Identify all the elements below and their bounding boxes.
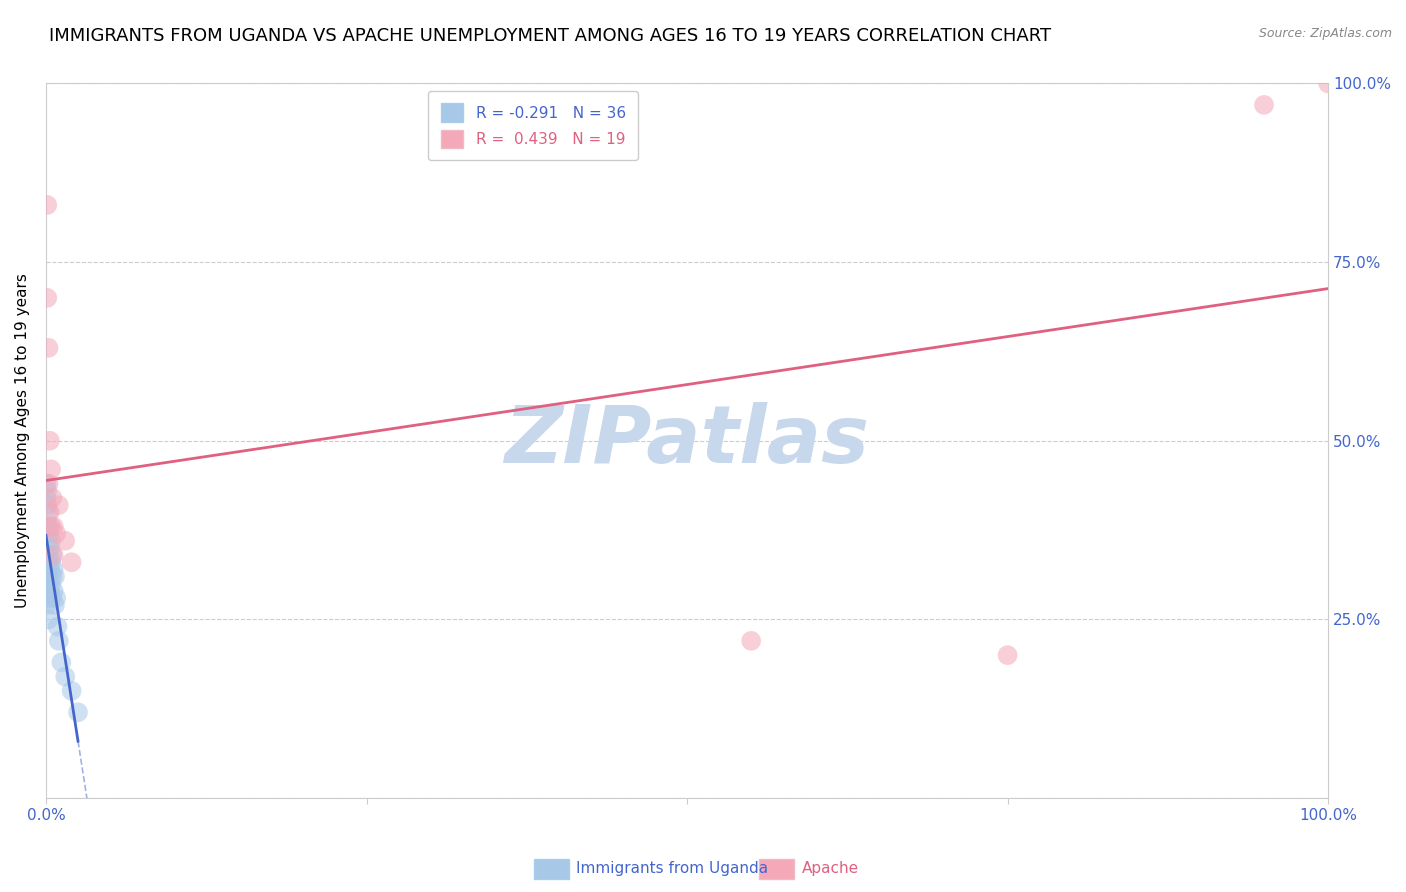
Point xyxy=(38,591,60,605)
Legend: R = -0.291   N = 36, R =  0.439   N = 19: R = -0.291 N = 36, R = 0.439 N = 19 xyxy=(429,91,638,161)
Point xyxy=(38,548,60,562)
Point xyxy=(997,648,1019,662)
Point xyxy=(39,462,62,476)
Point xyxy=(38,505,60,519)
Text: Apache: Apache xyxy=(801,862,859,876)
Point xyxy=(38,569,60,583)
Point xyxy=(48,498,70,512)
Point xyxy=(37,598,59,612)
Point xyxy=(41,548,63,562)
Text: Source: ZipAtlas.com: Source: ZipAtlas.com xyxy=(1258,27,1392,40)
Point xyxy=(38,519,60,533)
Point xyxy=(35,476,58,491)
Point xyxy=(37,519,59,533)
Y-axis label: Unemployment Among Ages 16 to 19 years: Unemployment Among Ages 16 to 19 years xyxy=(15,273,30,608)
Point xyxy=(37,576,59,591)
Point xyxy=(35,491,58,505)
Point xyxy=(38,541,60,555)
Point xyxy=(38,583,60,598)
Point xyxy=(37,533,59,548)
Point xyxy=(53,669,76,683)
Point xyxy=(44,569,66,583)
Point xyxy=(37,291,59,305)
Text: ZIPatlas: ZIPatlas xyxy=(505,401,869,480)
Point xyxy=(37,198,59,212)
Text: Immigrants from Uganda: Immigrants from Uganda xyxy=(576,862,769,876)
Point xyxy=(1317,77,1340,91)
Point xyxy=(39,519,62,533)
Point xyxy=(37,498,59,512)
Point xyxy=(46,619,69,633)
Point xyxy=(39,555,62,569)
Point xyxy=(42,519,65,533)
Point xyxy=(37,483,59,498)
Point xyxy=(38,434,60,448)
Point xyxy=(60,684,83,698)
Text: IMMIGRANTS FROM UGANDA VS APACHE UNEMPLOYMENT AMONG AGES 16 TO 19 YEARS CORRELAT: IMMIGRANTS FROM UGANDA VS APACHE UNEMPLO… xyxy=(49,27,1052,45)
Point xyxy=(41,591,63,605)
Point xyxy=(66,706,89,720)
Point xyxy=(60,555,83,569)
Point xyxy=(42,548,65,562)
Point xyxy=(38,476,60,491)
Point xyxy=(41,491,63,505)
Point xyxy=(44,598,66,612)
Point xyxy=(48,633,70,648)
Point xyxy=(38,505,60,519)
Point xyxy=(53,533,76,548)
Point xyxy=(45,526,67,541)
Point xyxy=(39,533,62,548)
Point xyxy=(42,562,65,576)
Point xyxy=(37,555,59,569)
Point xyxy=(740,633,762,648)
Point xyxy=(38,526,60,541)
Point xyxy=(39,576,62,591)
Point xyxy=(41,569,63,583)
Point xyxy=(42,583,65,598)
Point xyxy=(51,655,73,669)
Point xyxy=(38,612,60,626)
Point xyxy=(45,591,67,605)
Point xyxy=(1253,98,1275,112)
Point xyxy=(38,341,60,355)
Point xyxy=(38,562,60,576)
